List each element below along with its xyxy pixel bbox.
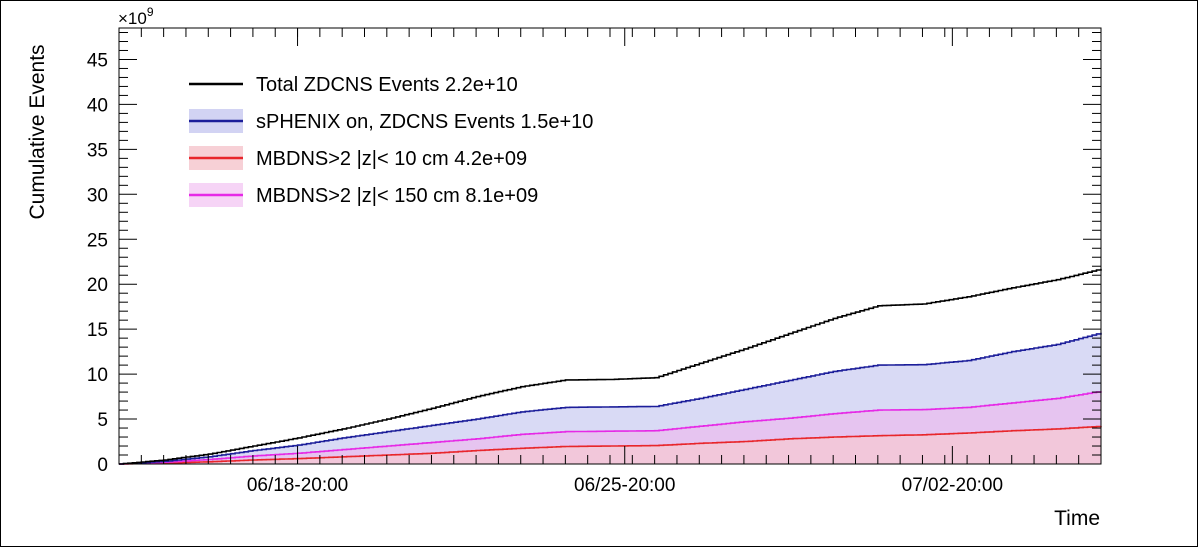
- y-multiplier-base: ×10: [118, 9, 147, 28]
- y-tick-label: 10: [87, 365, 108, 386]
- area-fill-mbdns-2-z-10-cm-4-2e-09: [119, 426, 1101, 464]
- x-tick-label: 06/25-20:00: [574, 475, 675, 496]
- legend-entry-mbdns-2-z-10-cm-4-2e-09: MBDNS>2 |z|< 10 cm 4.2e+09: [189, 146, 527, 170]
- y-multiplier-exponent: 9: [147, 5, 154, 19]
- legend-entry-total-zdcns-events-2-2e-10: Total ZDCNS Events 2.2e+10: [189, 72, 518, 96]
- legend-label: Total ZDCNS Events 2.2e+10: [256, 74, 518, 96]
- y-tick-label: 25: [87, 230, 108, 251]
- y-tick-label: 0: [97, 455, 108, 476]
- series-line-mbdns-2-z-10-cm-4-2e-09: [119, 425, 1102, 465]
- series-line-mbdns-2-z-150-cm-8-1e-09: [119, 391, 1102, 465]
- legend-entry-mbdns-2-z-150-cm-8-1e-09: MBDNS>2 |z|< 150 cm 8.1e+09: [189, 183, 538, 207]
- legend-label: MBDNS>2 |z|< 150 cm 8.1e+09: [256, 185, 538, 207]
- y-tick-label: 35: [87, 140, 108, 161]
- y-tick-label: 40: [87, 95, 108, 116]
- y-tick-label: 20: [87, 275, 108, 296]
- legend-label: sPHENIX on, ZDCNS Events 1.5e+10: [256, 111, 593, 133]
- area-fills: [119, 332, 1101, 464]
- legend-label: MBDNS>2 |z|< 10 cm 4.2e+09: [256, 148, 527, 170]
- series-line-total-zdcns-events-2-2e-10: [119, 268, 1102, 465]
- legend-entry-sphenix-on-zdcns-events-1-5e-10: sPHENIX on, ZDCNS Events 1.5e+10: [189, 109, 593, 133]
- x-axis-ticks: 06/18-20:00 06/25-20:00 07/02-20:00: [118, 28, 1102, 496]
- y-axis-multiplier: ×109: [118, 5, 154, 28]
- x-axis-label: Time: [1054, 507, 1100, 530]
- series-lines: [119, 268, 1102, 465]
- y-axis-ticks: 0 5 10 15 20 25 30 35 40 45: [87, 31, 1101, 476]
- series-line-sphenix-on-zdcns-events-1-5e-10: [119, 332, 1102, 465]
- legend: Total ZDCNS Events 2.2e+10 sPHENIX on, ZD…: [189, 72, 593, 207]
- y-tick-label: 30: [87, 185, 108, 206]
- y-tick-label: 5: [97, 410, 108, 431]
- y-tick-label: 15: [87, 320, 108, 341]
- y-axis-label: Cumulative Events: [26, 44, 49, 219]
- x-tick-label: 06/18-20:00: [247, 475, 348, 496]
- y-tick-label: 45: [87, 50, 108, 71]
- x-tick-label: 07/02-20:00: [902, 475, 1003, 496]
